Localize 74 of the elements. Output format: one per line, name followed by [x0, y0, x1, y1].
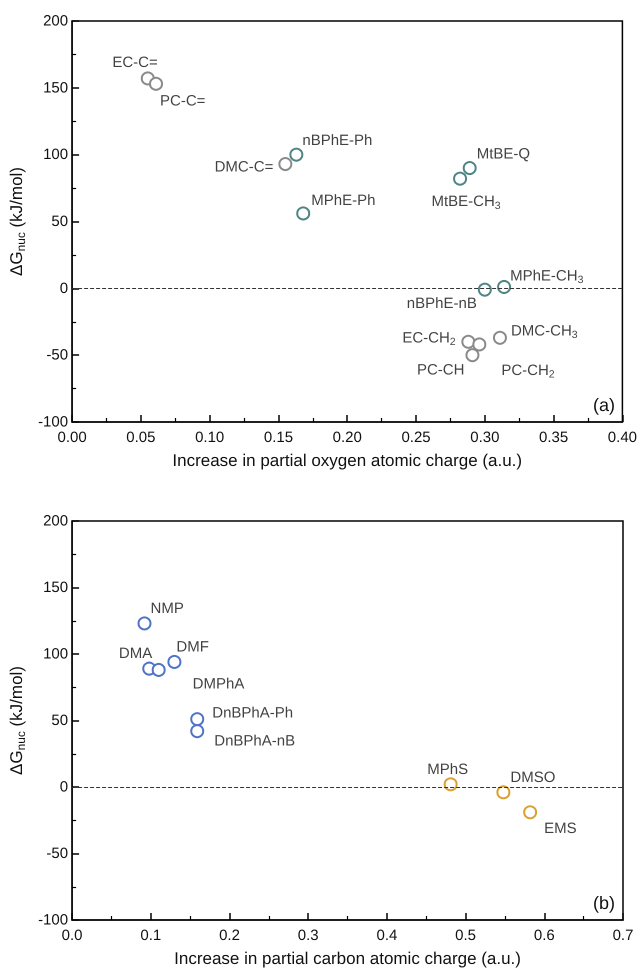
annotation: DMA	[118, 645, 152, 662]
annotation: DMSO	[510, 768, 556, 786]
x-tick-label: 0.15	[264, 429, 294, 446]
x-tick-label: 0.20	[332, 429, 362, 446]
annotation: DMF	[176, 638, 209, 656]
point	[190, 724, 204, 738]
x-tick-label: 0.30	[470, 429, 500, 446]
point	[523, 805, 538, 820]
point	[472, 337, 486, 352]
annotation: NMP	[150, 600, 184, 617]
y-tick-label: 200	[43, 512, 68, 530]
x-tick-label: 0.00	[57, 429, 87, 446]
y-tick-label: 0	[60, 280, 68, 297]
point	[461, 334, 476, 349]
point	[296, 206, 310, 220]
annotation: MPhS	[427, 760, 468, 778]
x-tick-label: 0.10	[195, 429, 224, 446]
annotation: PC-C=	[160, 92, 206, 110]
point	[152, 662, 166, 677]
annotation: nBPhE-Ph	[302, 132, 372, 150]
annotation: EMS	[544, 820, 577, 837]
annotation: (a)	[593, 395, 615, 415]
y-axis-title: ΔGnuc (kJ/mol)	[7, 167, 28, 276]
annotation: (b)	[593, 893, 615, 913]
x-tick-label: 0.5	[455, 927, 476, 944]
x-tick-label: 0.25	[401, 429, 431, 446]
y-tick-label: 50	[51, 213, 68, 230]
point	[138, 616, 152, 630]
y-tick-label: 50	[51, 712, 68, 729]
point	[444, 777, 458, 792]
x-tick-label: 0.0	[62, 927, 83, 944]
point	[478, 282, 492, 297]
x-tick-label: 0.35	[539, 429, 568, 446]
point	[462, 161, 477, 176]
annotation: MtBE-Q	[476, 146, 530, 163]
x-tick-label: 0.05	[126, 429, 156, 446]
y-tick-label: 0	[60, 778, 68, 796]
annotation: DnBPhA-nB	[214, 732, 296, 750]
x-axis-title: Increase in partial carbon atomic charge (a.u.)	[174, 949, 521, 968]
point	[453, 172, 468, 186]
y-tick-label: -50	[46, 845, 68, 862]
annotation: DnBPhA-Ph	[212, 704, 294, 722]
annotation: PC-CH	[416, 362, 464, 379]
x-tick-label: 0.2	[219, 927, 240, 944]
point	[496, 785, 510, 800]
point	[278, 157, 292, 172]
y-tick-label: 150	[43, 579, 68, 596]
x-tick-label: 0.7	[612, 927, 634, 944]
x-axis-title: Increase in partial oxygen atomic charge (a.u.)	[172, 451, 522, 470]
x-tick-label: 0.3	[298, 927, 319, 944]
y-tick-label: -50	[46, 346, 68, 364]
y-tick-label: 150	[43, 79, 68, 96]
annotation: DMC-C=	[214, 158, 274, 176]
point	[190, 712, 204, 726]
point	[289, 148, 304, 162]
y-tick-label: -100	[38, 912, 68, 928]
annotation: MPhE-Ph	[311, 192, 376, 209]
x-tick-label: 0.4	[376, 927, 398, 944]
x-tick-label: 0.1	[140, 927, 162, 944]
point	[497, 280, 512, 294]
x-tick-label: 0.40	[608, 429, 638, 446]
point	[167, 654, 182, 669]
annotation: EC-C=	[112, 54, 158, 71]
y-tick-label: 100	[43, 146, 68, 164]
y-tick-label: 200	[43, 12, 68, 30]
x-tick-label: 0.6	[534, 927, 555, 944]
point	[149, 76, 164, 91]
y-tick-label: 100	[43, 646, 68, 662]
annotation: DMPhA	[192, 675, 244, 692]
point	[492, 330, 507, 345]
annotation: nBPhE-nB	[406, 295, 477, 312]
point	[465, 348, 480, 362]
y-axis-title: ΔGnuc (kJ/mol)	[7, 666, 28, 775]
y-tick-label: -100	[38, 414, 68, 430]
